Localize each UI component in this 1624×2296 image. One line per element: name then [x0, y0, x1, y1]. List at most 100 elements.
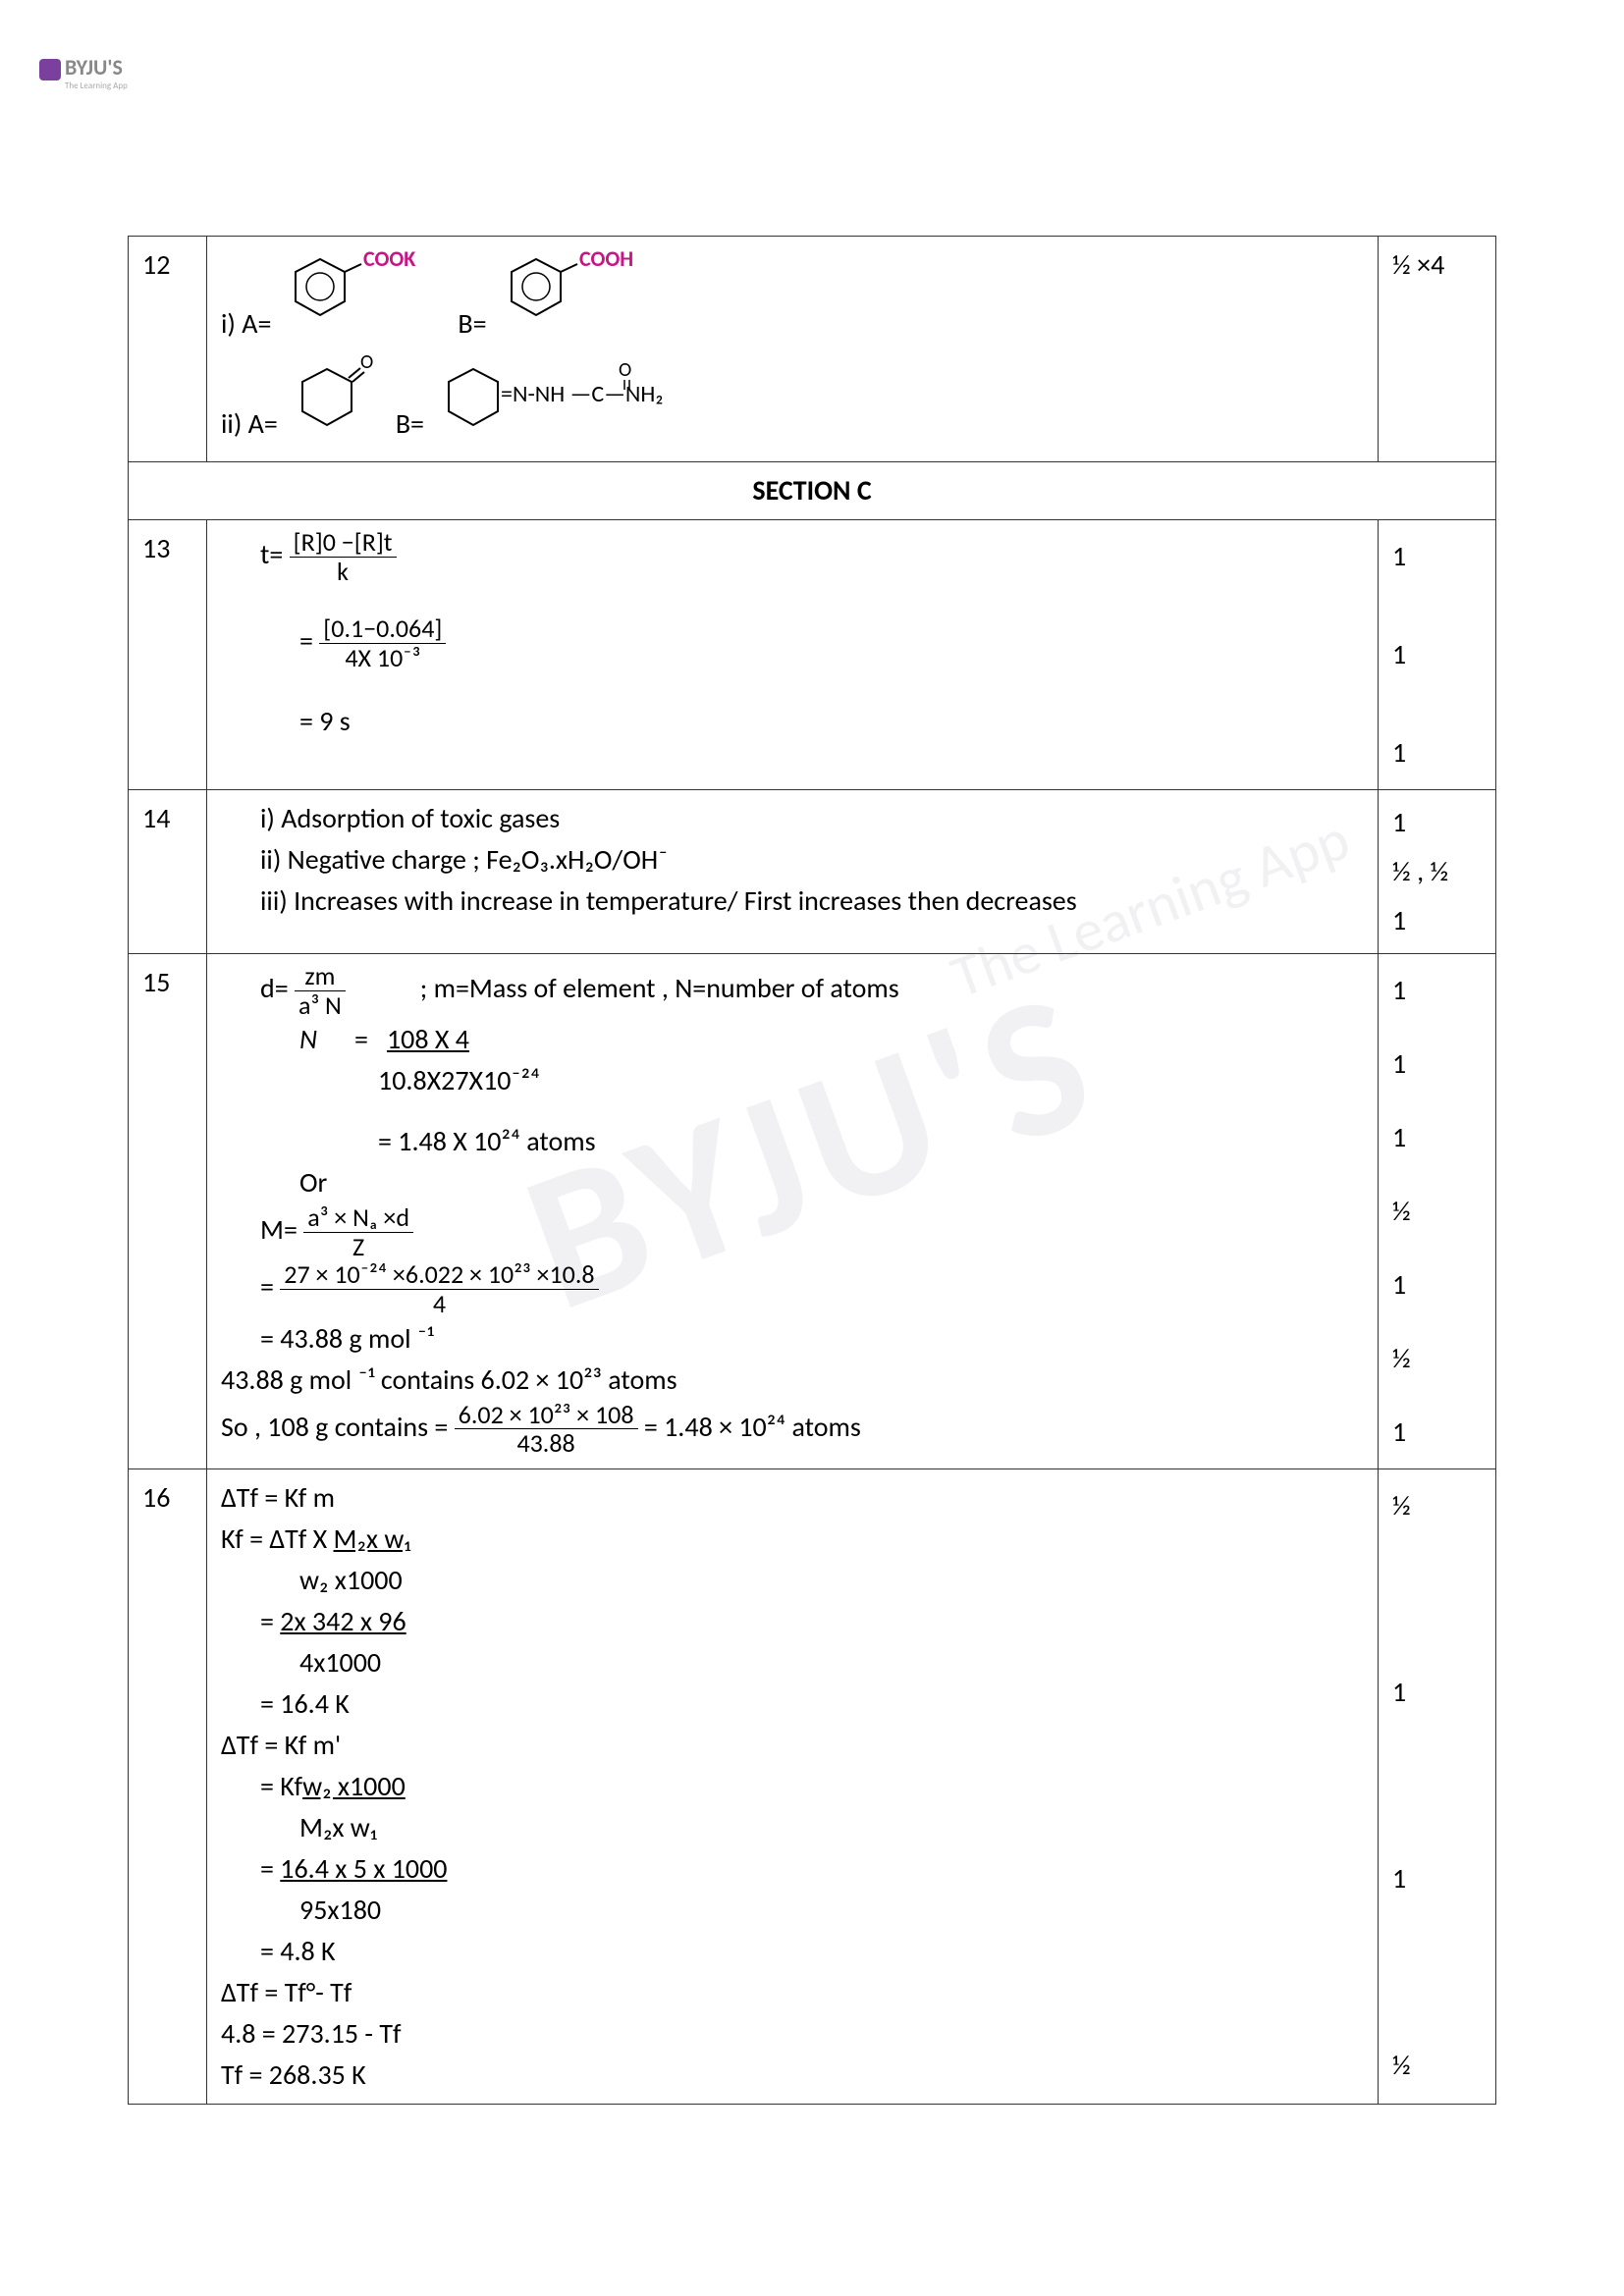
q15-l5-den: Z [303, 1233, 413, 1261]
q15-l1-den: a³ N [295, 991, 346, 1020]
mark: ½ [1392, 1187, 1482, 1236]
mark: 1 [1392, 798, 1482, 847]
mark: ½ [1392, 2041, 1482, 2090]
q15-l2b: = [354, 1022, 368, 1056]
q16-l8a: = Kf [260, 1769, 302, 1803]
q15-l1b: ; m=Mass of element , N=number of atoms [420, 971, 899, 1005]
q16-l9: M₂x w₁ [221, 1807, 1364, 1848]
mark: ½ , ½ [1392, 847, 1482, 896]
q-number: 14 [129, 790, 207, 954]
q-number: 16 [129, 1469, 207, 2105]
cook-label: COOK [363, 245, 415, 272]
q15-l6-eq: = [260, 1269, 274, 1304]
q-number: 13 [129, 520, 207, 790]
q14-marks: 1 ½ , ½ 1 [1379, 790, 1496, 954]
q15-l6-num: 27 × 10⁻²⁴ ×6.022 × 10²³ ×10.8 [280, 1260, 598, 1290]
q15-or: Or [221, 1162, 1364, 1203]
mark: 1 [1392, 630, 1482, 679]
q16-l15: Tf = 268.35 K [221, 2055, 1364, 2096]
q16-l13: ΔTf = Tf°- Tf [221, 1972, 1364, 2013]
logo-mark-icon [39, 59, 61, 80]
q15-l1-num: zm [295, 962, 346, 991]
section-c-header: SECTION C [129, 462, 1496, 520]
q15-l5a: M= [260, 1212, 298, 1247]
mark: ½ [1392, 1481, 1482, 1530]
q15-l9-den: 43.88 [455, 1429, 638, 1458]
q16-marks: ½ 1 1 ½ [1379, 1469, 1496, 2105]
q-number: 12 [129, 237, 207, 462]
mark: ½ [1392, 1334, 1482, 1383]
q16-l7: ΔTf = Kf m' [221, 1725, 1364, 1766]
mark: 1 [1392, 966, 1482, 1015]
q13-l1-num: [R]0 −[R]t [290, 528, 397, 558]
q16-l12: = 4.8 K [221, 1931, 1364, 1972]
benzene-cooh-icon: COOH [497, 244, 634, 345]
q15-content: d= zma³ N ; m=Mass of element , N=number… [207, 954, 1379, 1469]
q16-l10a: = [260, 1851, 280, 1886]
q12-i-b: B= [458, 303, 486, 345]
q12-content: i) A= COOK B= COOH ii) A= O B= =N-NH —C—… [207, 237, 1379, 462]
svg-text:=N-NH —C—NH₂: =N-NH —C—NH₂ [501, 380, 663, 408]
cooh-label: COOH [579, 245, 633, 272]
q13-l1-den: k [290, 558, 397, 586]
q15-l2c: 108 X 4 [387, 1022, 469, 1056]
q14-iii: iii) Increases with increase in temperat… [221, 881, 1364, 922]
q12-ii-label: ii) A= [221, 403, 278, 445]
q16-l2a: Kf = ΔTf X [221, 1522, 334, 1556]
q15-l9-num: 6.02 × 10²³ × 108 [455, 1401, 638, 1430]
brand-logo: BYJU'S The Learning App [39, 54, 128, 91]
q16-l14: 4.8 = 273.15 - Tf [221, 2013, 1364, 2055]
q16-l3: w₂ x1000 [221, 1560, 1364, 1601]
answer-table: 12 i) A= COOK B= COOH ii) A= O B= =N-NH … [128, 236, 1496, 2105]
semicarbazone-icon: =N-NH —C—NH₂O [434, 354, 748, 445]
q14-content: i) Adsorption of toxic gases ii) Negativ… [207, 790, 1379, 954]
q-number: 15 [129, 954, 207, 1469]
q15-l3: 10.8X27X10⁻²⁴ [221, 1060, 1364, 1101]
mark: 1 [1392, 1113, 1482, 1162]
q15-l8: 43.88 g mol ⁻¹ contains 6.02 × 10²³ atom… [221, 1360, 1364, 1401]
q15-l9b: = 1.48 × 10²⁴ atoms [644, 1409, 861, 1443]
q16-content: ΔTf = Kf m Kf = ΔTf X M₂x w₁ w₂ x1000 = … [207, 1469, 1379, 2105]
q16-l4b: 2x 342 x 96 [280, 1604, 406, 1638]
q14-ii-b: Fe₂O₃.xH₂O/OH⁻ [486, 842, 668, 877]
q14-i: i) Adsorption of toxic gases [221, 798, 1364, 839]
q16-l2b: M₂x w₁ [334, 1522, 411, 1556]
q12-marks: ½ ×4 [1379, 237, 1496, 462]
mark: 1 [1392, 1260, 1482, 1309]
q14-ii-a: ii) Negative charge ; [260, 842, 480, 877]
q16-l6: = 16.4 K [221, 1683, 1364, 1725]
mark: 1 [1392, 1854, 1482, 1903]
q16-l4a: = [260, 1604, 280, 1638]
q13-l1a: t= [260, 537, 283, 571]
q13-content: t= [R]0 −[R]tk = [0.1−0.064]4X 10⁻³ = 9 … [207, 520, 1379, 790]
q13-marks: 1 1 1 [1379, 520, 1496, 790]
mark: 1 [1392, 1668, 1482, 1717]
brand-text: BYJU'S [65, 54, 123, 80]
q15-l2a: N [299, 1022, 317, 1056]
q12-ii-b: B= [396, 403, 424, 445]
benzene-cook-icon: COOK [281, 244, 418, 345]
q16-l11: 95x180 [221, 1890, 1364, 1931]
svg-text:O: O [619, 358, 631, 382]
mark: 1 [1392, 532, 1482, 581]
q15-marks: 1 1 1 ½ 1 ½ 1 [1379, 954, 1496, 1469]
q15-l5-num: a³ × Nₐ ×d [303, 1203, 413, 1233]
q15-l7: = 43.88 g mol ⁻¹ [221, 1318, 1364, 1360]
q13-l2-num: [0.1−0.064] [319, 614, 446, 644]
q15-l9a: So , 108 g contains = [221, 1409, 448, 1443]
q15-l4: = 1.48 X 10²⁴ atoms [221, 1121, 1364, 1162]
q15-l6-den: 4 [280, 1290, 598, 1318]
q16-l8b: w₂ x1000 [302, 1769, 406, 1803]
svg-text:O: O [360, 354, 373, 374]
q16-l10b: 16.4 x 5 x 1000 [280, 1851, 447, 1886]
q13-l2-den: 4X 10⁻³ [319, 644, 446, 672]
q16-l1: ΔTf = Kf m [221, 1477, 1364, 1519]
mark: 1 [1392, 728, 1482, 777]
mark: 1 [1392, 1408, 1482, 1457]
mark: 1 [1392, 896, 1482, 945]
q12-i-label: i) A= [221, 303, 271, 345]
q13-l3: = 9 s [221, 701, 1364, 742]
mark: 1 [1392, 1040, 1482, 1089]
brand-tagline: The Learning App [65, 80, 128, 91]
q15-l1a: d= [260, 971, 289, 1005]
